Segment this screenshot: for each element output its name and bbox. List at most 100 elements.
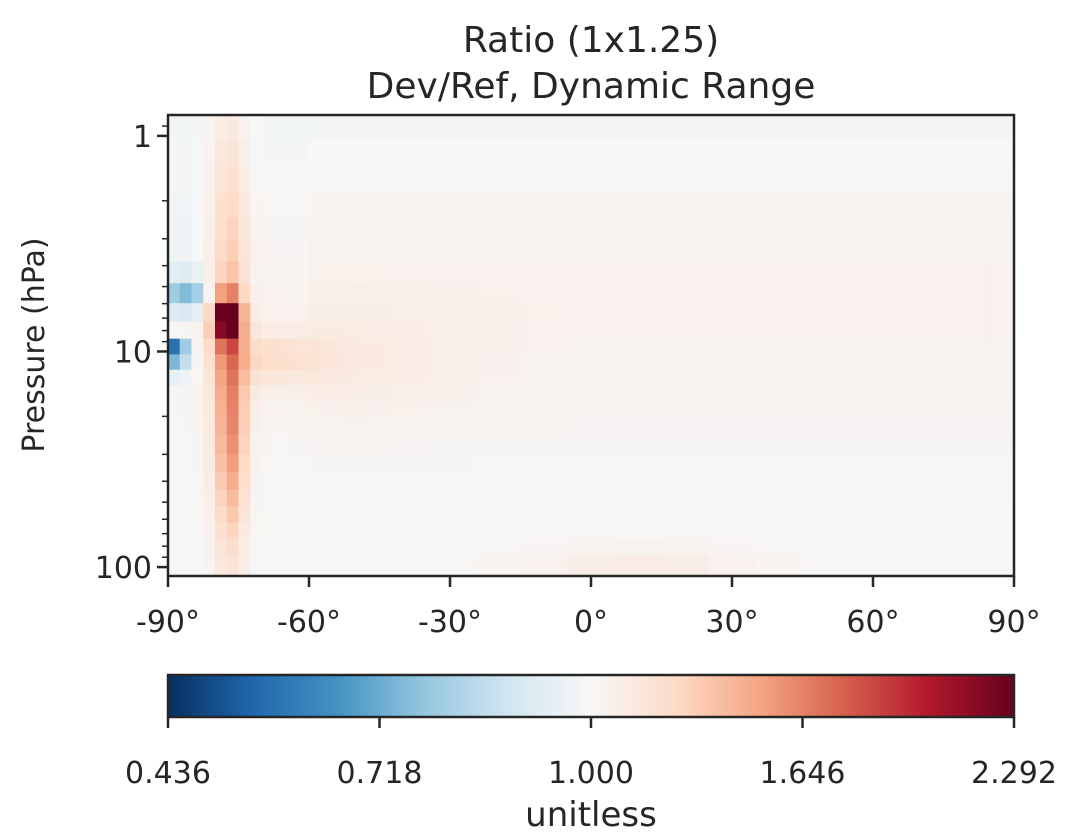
heatmap-cell [215,166,228,194]
heatmap-cell [943,354,987,371]
heatmap-cell [226,303,240,323]
heatmap-cell [309,192,322,218]
heatmap-cell [250,115,263,141]
heatmap-cell [614,283,663,304]
heatmap-cell [297,217,310,241]
heatmap-cell [356,453,369,473]
heatmap-cell [708,321,757,340]
heatmap-cell [567,369,616,386]
heatmap-cell [802,321,851,340]
heatmap-cell [388,283,428,304]
heatmap-cell [285,522,298,540]
heatmap-cell [388,115,428,141]
heatmap-cell [520,385,569,402]
heatmap-cell [215,239,228,263]
heatmap-cell [708,192,757,218]
heatmap-cell [226,385,240,402]
heatmap-cell [203,472,216,491]
heatmap-cell [215,489,228,507]
heatmap-cell [849,538,898,555]
heatmap-cell [285,166,298,194]
heatmap-cell [262,385,275,402]
heatmap-cell [356,385,369,402]
heatmap-cell [985,166,1014,194]
heatmap-cell [473,139,522,168]
heatmap-cell [802,522,851,540]
heatmap-cell [755,321,804,340]
heatmap-cell [262,261,275,284]
heatmap-cell [191,472,204,491]
heatmap-cell [332,321,345,340]
heatmap-cell [388,522,428,540]
heatmap-cell [203,115,216,141]
heatmap-cell [262,338,275,355]
heatmap-cell [567,261,616,284]
heatmap-cell [802,354,851,371]
heatmap-cell [473,506,522,524]
heatmap-cell [356,434,369,455]
heatmap-cell [168,506,181,524]
heatmap-cell [191,400,204,418]
heatmap-cell [426,139,475,168]
heatmap-cell [179,354,193,371]
heatmap-cell [203,417,216,436]
heatmap-cell [520,472,569,491]
heatmap-cell [285,385,298,402]
heatmap-cell [320,538,334,555]
heatmap-cell [661,417,710,436]
heatmap-cell [250,192,263,218]
heatmap-cell [273,472,287,491]
heatmap-cell [273,283,287,304]
heatmap-cell [661,166,710,194]
heatmap-cell [344,338,357,355]
heatmap-cell [567,139,616,168]
heatmap-cell [297,400,310,418]
heatmap-cell [297,554,310,576]
heatmap-cell [802,453,851,473]
heatmap-cell [755,115,804,141]
heatmap-cell [388,261,428,284]
heatmap-cell [168,400,181,418]
heatmap-cell [426,354,475,371]
heatmap-cell [215,472,228,491]
heatmap-cell [344,554,357,576]
heatmap-cell [203,166,216,194]
heatmap-cell [309,434,322,455]
heatmap-cell [849,385,898,402]
heatmap-cell [896,192,945,218]
heatmap-cell [215,139,228,168]
heatmap-cell [215,192,228,218]
heatmap-cell [388,303,428,323]
heatmap-cell [661,554,710,576]
heatmap-cell [708,166,757,194]
heatmap-cell [273,354,287,371]
heatmap-cell [203,489,216,507]
heatmap-cell [614,369,663,386]
heatmap-cell [802,400,851,418]
heatmap-cell [661,139,710,168]
heatmap-cell [661,369,710,386]
heatmap-cell [191,417,204,436]
heatmap-cell [238,369,251,386]
heatmap-cell [356,283,369,304]
heatmap-cell [285,217,298,241]
heatmap-cell [388,239,428,263]
heatmap-cell [226,434,240,455]
heatmap-cell [179,417,193,436]
heatmap-cell [520,538,569,555]
heatmap-cell [388,453,428,473]
heatmap-cell [320,115,334,141]
heatmap-cell [203,283,216,304]
heatmap-cell [755,506,804,524]
heatmap-cell [614,472,663,491]
heatmap-cell [320,385,334,402]
heatmap-cell [614,522,663,540]
heatmap-cell [708,139,757,168]
heatmap-cell [297,239,310,263]
heatmap-cell [179,166,193,194]
heatmap-cell [661,453,710,473]
heatmap-cell [661,115,710,141]
heatmap-cell [943,522,987,540]
x-tick-label: -30° [418,605,482,640]
